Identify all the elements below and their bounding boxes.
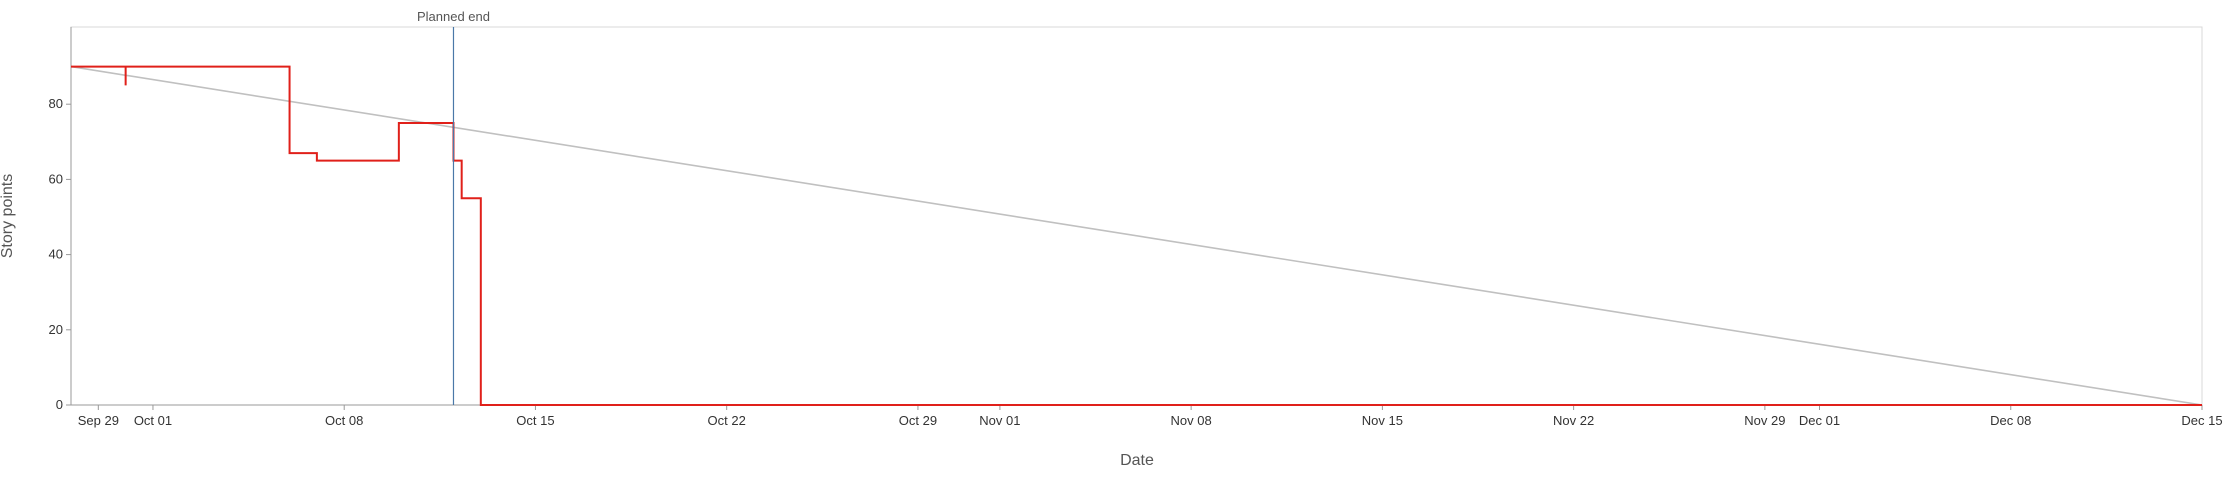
y-tick-label: 80 [49, 96, 63, 111]
x-tick-label: Nov 08 [1171, 413, 1212, 428]
y-tick-label: 40 [49, 247, 63, 262]
remaining-work-line [71, 65, 2202, 406]
y-tick-label: 20 [49, 322, 63, 337]
y-axis-title: Story points [0, 174, 16, 258]
x-tick-label: Sep 29 [78, 413, 119, 428]
x-tick-label: Dec 15 [2181, 413, 2222, 428]
x-tick-label: Nov 22 [1553, 413, 1594, 428]
x-tick-label: Oct 01 [134, 413, 172, 428]
ideal-burndown-line [70, 65, 2203, 406]
x-tick-label: Oct 29 [899, 413, 937, 428]
x-tick-label: Dec 08 [1990, 413, 2031, 428]
x-axis-title: Date [1120, 452, 1154, 469]
plot-area-frame [70, 26, 2203, 406]
y-tick-label: 60 [49, 171, 63, 186]
x-tick-label: Nov 29 [1744, 413, 1785, 428]
x-tick-label: Dec 01 [1799, 413, 1840, 428]
x-tick-label: Oct 22 [708, 413, 746, 428]
planned-end-label: Planned end [417, 9, 490, 24]
x-tick-label: Oct 08 [325, 413, 363, 428]
x-tick-label: Nov 15 [1362, 413, 1403, 428]
x-tick-label: Nov 01 [979, 413, 1020, 428]
x-tick-label: Oct 15 [516, 413, 554, 428]
y-tick-label: 0 [56, 397, 63, 412]
